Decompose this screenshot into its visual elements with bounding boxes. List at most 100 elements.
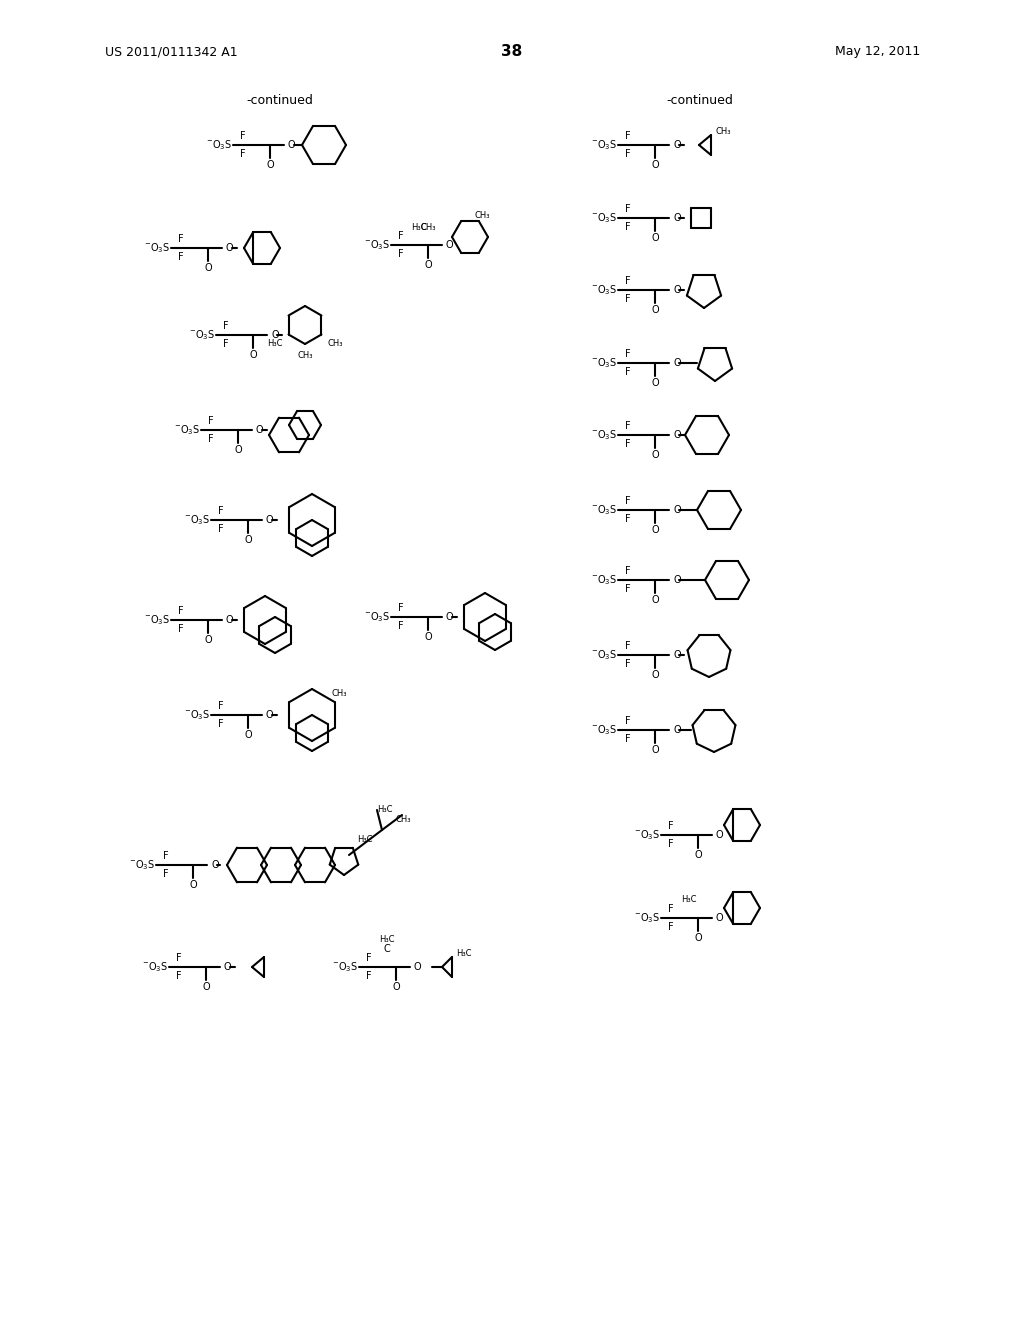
Text: F: F <box>668 904 674 913</box>
Text: H₃C: H₃C <box>379 935 394 944</box>
Text: -continued: -continued <box>667 94 733 107</box>
Text: O: O <box>256 425 263 436</box>
Text: CH₃: CH₃ <box>332 689 347 697</box>
Text: $^{-}$O$_3$S: $^{-}$O$_3$S <box>591 573 617 587</box>
Text: F: F <box>397 231 403 242</box>
Text: F: F <box>176 953 181 964</box>
Text: O: O <box>651 305 658 315</box>
Text: O: O <box>211 861 219 870</box>
Text: $^{-}$O$_3$S: $^{-}$O$_3$S <box>184 708 210 722</box>
Text: F: F <box>625 131 631 141</box>
Text: F: F <box>397 249 403 259</box>
Text: H₃C: H₃C <box>357 836 373 845</box>
Text: O: O <box>424 632 432 642</box>
Text: O: O <box>651 450 658 459</box>
Text: O: O <box>226 243 233 253</box>
Text: F: F <box>625 222 631 232</box>
Text: F: F <box>625 659 631 669</box>
Text: O: O <box>189 880 197 890</box>
Text: H₃C: H₃C <box>681 895 696 904</box>
Text: F: F <box>625 276 631 286</box>
Text: F: F <box>240 149 246 158</box>
Text: O: O <box>446 612 454 622</box>
Text: O: O <box>651 160 658 170</box>
Text: O: O <box>271 330 279 341</box>
Text: F: F <box>625 513 631 524</box>
Text: O: O <box>234 445 242 455</box>
Text: F: F <box>218 524 223 535</box>
Text: F: F <box>163 869 168 879</box>
Text: F: F <box>208 434 213 444</box>
Text: F: F <box>668 921 674 932</box>
Text: F: F <box>176 972 181 981</box>
Text: F: F <box>625 294 631 304</box>
Text: O: O <box>694 850 701 861</box>
Text: $^{-}$O$_3$S: $^{-}$O$_3$S <box>142 960 168 974</box>
Text: O: O <box>266 710 273 719</box>
Text: $^{-}$O$_3$S: $^{-}$O$_3$S <box>184 513 210 527</box>
Text: $^{-}$O$_3$S: $^{-}$O$_3$S <box>591 648 617 661</box>
Text: O: O <box>651 234 658 243</box>
Text: H₃C: H₃C <box>456 949 471 957</box>
Text: O: O <box>204 635 212 645</box>
Text: O: O <box>266 160 273 170</box>
Text: F: F <box>625 440 631 449</box>
Text: O: O <box>392 982 399 993</box>
Text: F: F <box>625 421 631 432</box>
Text: 38: 38 <box>502 45 522 59</box>
Text: F: F <box>178 252 183 261</box>
Text: F: F <box>240 131 246 141</box>
Text: -continued: -continued <box>247 94 313 107</box>
Text: May 12, 2011: May 12, 2011 <box>835 45 920 58</box>
Text: O: O <box>673 213 681 223</box>
Text: O: O <box>244 535 252 545</box>
Text: F: F <box>625 367 631 378</box>
Text: F: F <box>178 624 183 634</box>
Text: $^{-}$O$_3$S: $^{-}$O$_3$S <box>634 911 660 925</box>
Text: F: F <box>397 620 403 631</box>
Text: H₃C: H₃C <box>412 223 427 231</box>
Text: O: O <box>226 615 233 624</box>
Text: F: F <box>222 339 228 348</box>
Text: O: O <box>716 913 724 923</box>
Text: CH₃: CH₃ <box>715 127 730 136</box>
Text: $^{-}$O$_3$S: $^{-}$O$_3$S <box>206 139 232 152</box>
Text: F: F <box>625 715 631 726</box>
Text: O: O <box>673 725 681 735</box>
Text: O: O <box>414 962 422 972</box>
Text: $^{-}$O$_3$S: $^{-}$O$_3$S <box>591 723 617 737</box>
Text: $^{-}$O$_3$S: $^{-}$O$_3$S <box>143 612 170 627</box>
Text: F: F <box>625 348 631 359</box>
Text: O: O <box>202 982 210 993</box>
Text: $^{-}$O$_3$S: $^{-}$O$_3$S <box>143 242 170 255</box>
Text: O: O <box>424 260 432 271</box>
Text: $^{-}$O$_3$S: $^{-}$O$_3$S <box>129 858 155 873</box>
Text: O: O <box>249 350 257 360</box>
Text: F: F <box>625 642 631 651</box>
Text: $^{-}$O$_3$S: $^{-}$O$_3$S <box>174 424 200 437</box>
Text: O: O <box>266 515 273 525</box>
Text: $^{-}$O$_3$S: $^{-}$O$_3$S <box>591 503 617 517</box>
Text: $^{-}$O$_3$S: $^{-}$O$_3$S <box>332 960 358 974</box>
Text: US 2011/0111342 A1: US 2011/0111342 A1 <box>105 45 238 58</box>
Text: CH₃: CH₃ <box>474 210 489 219</box>
Text: O: O <box>673 140 681 150</box>
Text: F: F <box>625 566 631 576</box>
Text: H₃C: H₃C <box>267 338 283 347</box>
Text: O: O <box>204 263 212 273</box>
Text: F: F <box>625 583 631 594</box>
Text: O: O <box>244 730 252 741</box>
Text: $^{-}$O$_3$S: $^{-}$O$_3$S <box>591 211 617 224</box>
Text: O: O <box>288 140 296 150</box>
Text: CH₃: CH₃ <box>297 351 312 359</box>
Text: O: O <box>716 830 724 840</box>
Text: F: F <box>668 840 674 849</box>
Text: F: F <box>218 506 223 516</box>
Text: F: F <box>625 734 631 744</box>
Text: F: F <box>208 416 213 426</box>
Text: O: O <box>694 933 701 942</box>
Text: C: C <box>384 944 390 954</box>
Text: O: O <box>673 576 681 585</box>
Text: O: O <box>673 649 681 660</box>
Text: O: O <box>651 378 658 388</box>
